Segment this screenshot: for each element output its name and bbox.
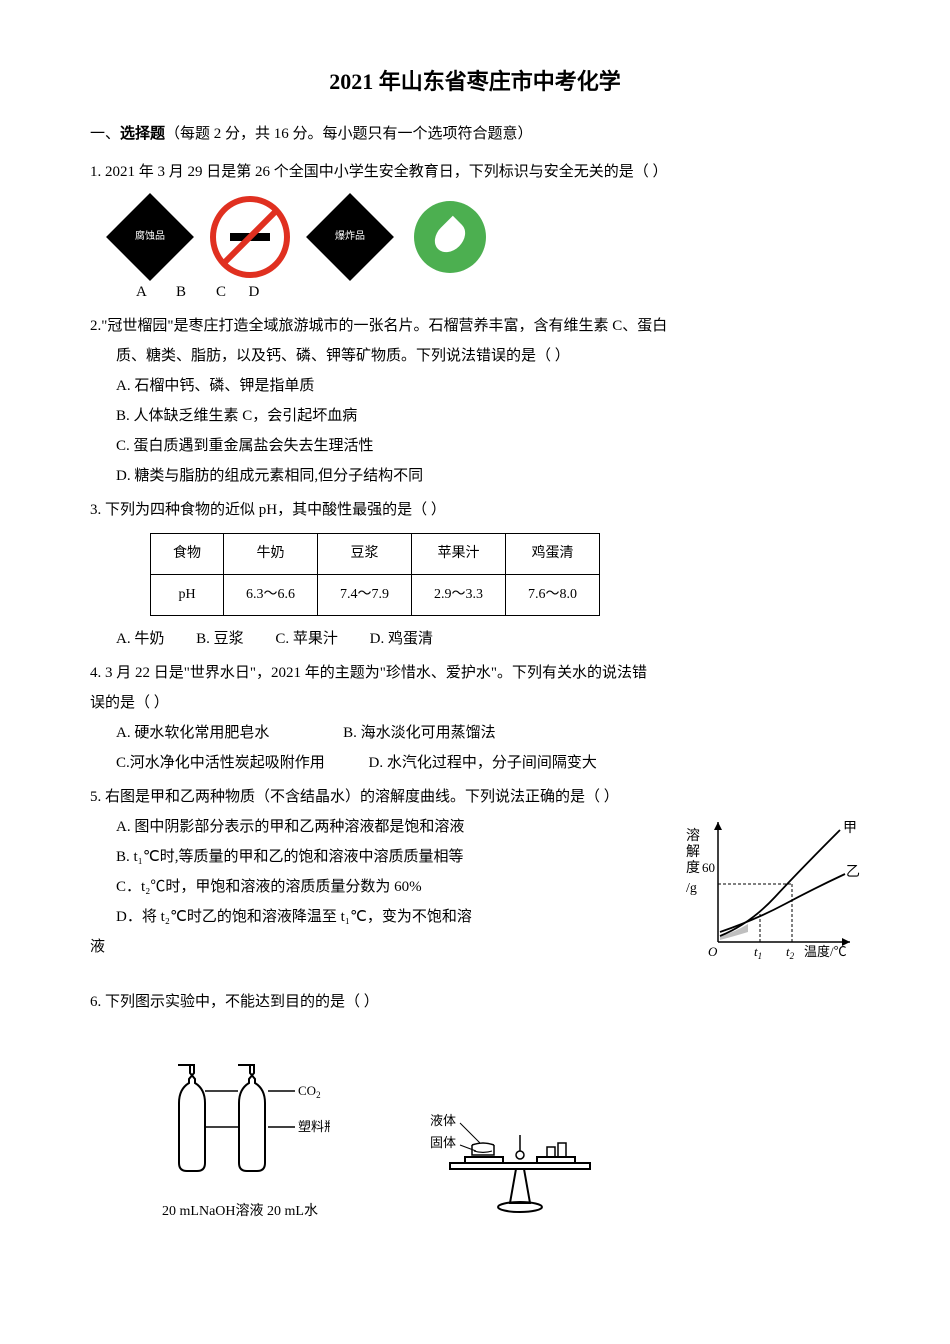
q3-optA: A. 牛奶: [116, 631, 164, 647]
question-3: 3. 下列为四种食物的近似 pH，其中酸性最强的是（ ） 食物 牛奶 豆浆 苹果…: [90, 495, 860, 654]
q1-stem: 1. 2021 年 3 月 29 日是第 26 个全国中小学生安全教育日，下列标…: [90, 157, 860, 187]
q2-optB: B. 人体缺乏维生素 C，会引起坏血病: [90, 401, 860, 431]
section-label: 选择题: [120, 126, 165, 142]
question-4: 4. 3 月 22 日是"世界水日"，2021 年的主题为"珍惜水、爱护水"。下…: [90, 658, 860, 778]
q6-images: CO2 塑料瓶 20 mLNaOH溶液 20 mL水 液体: [150, 1047, 860, 1226]
q4-stem2: 误的是（ ）: [90, 688, 860, 718]
svg-text:/g: /g: [686, 881, 697, 896]
svg-text:塑料瓶: 塑料瓶: [298, 1119, 330, 1134]
th-food: 食物: [151, 534, 224, 575]
q4-optB: B. 海水淡化可用蒸馏法: [343, 725, 496, 741]
q5-stem: 5. 右图是甲和乙两种物质（不含结晶水）的溶解度曲线。下列说法正确的是（ ）: [90, 782, 860, 812]
q3-optC: C. 苹果汁: [275, 631, 338, 647]
svg-text:CO2: CO2: [298, 1083, 321, 1100]
svg-text:温度/℃: 温度/℃: [804, 944, 847, 959]
q4-stem1: 4. 3 月 22 日是"世界水日"，2021 年的主题为"珍惜水、爱护水"。下…: [90, 658, 860, 688]
svg-text:60: 60: [702, 860, 715, 875]
solubility-chart: 溶 解 度 60 /g 甲 乙 O t1 t2 温度/℃: [680, 812, 860, 973]
bottle-caption: 20 mLNaOH溶液 20 mL水: [150, 1198, 330, 1226]
section-suffix: （每题 2 分，共 16 分。每小题只有一个选项符合题意）: [165, 126, 533, 142]
sign-corrosive: 腐蚀品: [110, 197, 190, 277]
svg-text:溶: 溶: [686, 828, 700, 844]
question-2: 2."冠世榴园"是枣庄打造全域旅游城市的一张名片。石榴营养丰富，含有维生素 C、…: [90, 311, 860, 491]
val-milk: 6.3～6.6: [224, 575, 318, 616]
svg-text:t1: t1: [754, 944, 762, 961]
bottles-image: CO2 塑料瓶 20 mLNaOH溶液 20 mL水: [150, 1047, 330, 1226]
q2-stem1: 2."冠世榴园"是枣庄打造全域旅游城市的一张名片。石榴营养丰富，含有维生素 C、…: [90, 311, 860, 341]
val-soy: 7.4～7.9: [318, 575, 412, 616]
svg-text:O: O: [708, 944, 718, 959]
q1-signs: 腐蚀品 爆炸品: [110, 197, 860, 277]
q3-optB: B. 豆浆: [196, 631, 244, 647]
balance-image: 液体 固体: [430, 1095, 610, 1226]
q2-optA: A. 石榴中钙、磷、钾是指单质: [90, 371, 860, 401]
question-1: 1. 2021 年 3 月 29 日是第 26 个全国中小学生安全教育日，下列标…: [90, 157, 860, 307]
svg-text:固体: 固体: [430, 1135, 456, 1150]
page-title: 2021 年山东省枣庄市中考化学: [90, 60, 860, 104]
question-6: 6. 下列图示实验中，不能达到目的的是（ ） CO2 塑料瓶 20 mLNaOH…: [90, 987, 860, 1226]
q3-table: 食物 牛奶 豆浆 苹果汁 鸡蛋清 pH 6.3～6.6 7.4～7.9 2.9～…: [150, 533, 600, 616]
question-5: 5. 右图是甲和乙两种物质（不含结晶水）的溶解度曲线。下列说法正确的是（ ） 溶…: [90, 782, 860, 983]
section-prefix: 一、: [90, 126, 120, 142]
th-milk: 牛奶: [224, 534, 318, 575]
svg-text:度: 度: [686, 860, 700, 876]
val-egg: 7.6～8.0: [506, 575, 600, 616]
q1-labels: A B C D: [136, 277, 860, 307]
q4-optD: D. 水汽化过程中，分子间间隔变大: [369, 755, 597, 771]
q2-optD: D. 糖类与脂肪的组成元素相同,但分子结构不同: [90, 461, 860, 491]
q2-stem2: 质、糖类、脂肪，以及钙、磷、钾等矿物质。下列说法错误的是（ ）: [90, 341, 860, 371]
q4-row2: C.河水净化中活性炭起吸附作用 D. 水汽化过程中，分子间间隔变大: [90, 748, 860, 778]
q3-options: A. 牛奶 B. 豆浆 C. 苹果汁 D. 鸡蛋清: [90, 624, 860, 654]
sign-green: [410, 197, 490, 277]
sign-explosive: 爆炸品: [310, 197, 390, 277]
svg-text:乙: 乙: [846, 864, 860, 880]
val-apple: 2.9～3.3: [412, 575, 506, 616]
svg-text:解: 解: [686, 844, 700, 860]
row-label: pH: [151, 575, 224, 616]
th-soy: 豆浆: [318, 534, 412, 575]
q6-stem: 6. 下列图示实验中，不能达到目的的是（ ）: [90, 987, 860, 1017]
svg-text:甲: 甲: [843, 821, 857, 836]
q4-row1: A. 硬水软化常用肥皂水 B. 海水淡化可用蒸馏法: [90, 718, 860, 748]
svg-text:t2: t2: [786, 944, 795, 961]
th-apple: 苹果汁: [412, 534, 506, 575]
svg-text:液体: 液体: [430, 1113, 456, 1128]
q3-optD: D. 鸡蛋清: [370, 631, 433, 647]
q4-optC: C.河水净化中活性炭起吸附作用: [116, 755, 325, 771]
sign-no-smoking: [210, 197, 290, 277]
th-egg: 鸡蛋清: [506, 534, 600, 575]
section-header: 一、选择题（每题 2 分，共 16 分。每小题只有一个选项符合题意）: [90, 119, 860, 149]
q2-optC: C. 蛋白质遇到重金属盐会失去生理活性: [90, 431, 860, 461]
q3-stem: 3. 下列为四种食物的近似 pH，其中酸性最强的是（ ）: [90, 495, 860, 525]
q4-optA: A. 硬水软化常用肥皂水: [116, 725, 269, 741]
